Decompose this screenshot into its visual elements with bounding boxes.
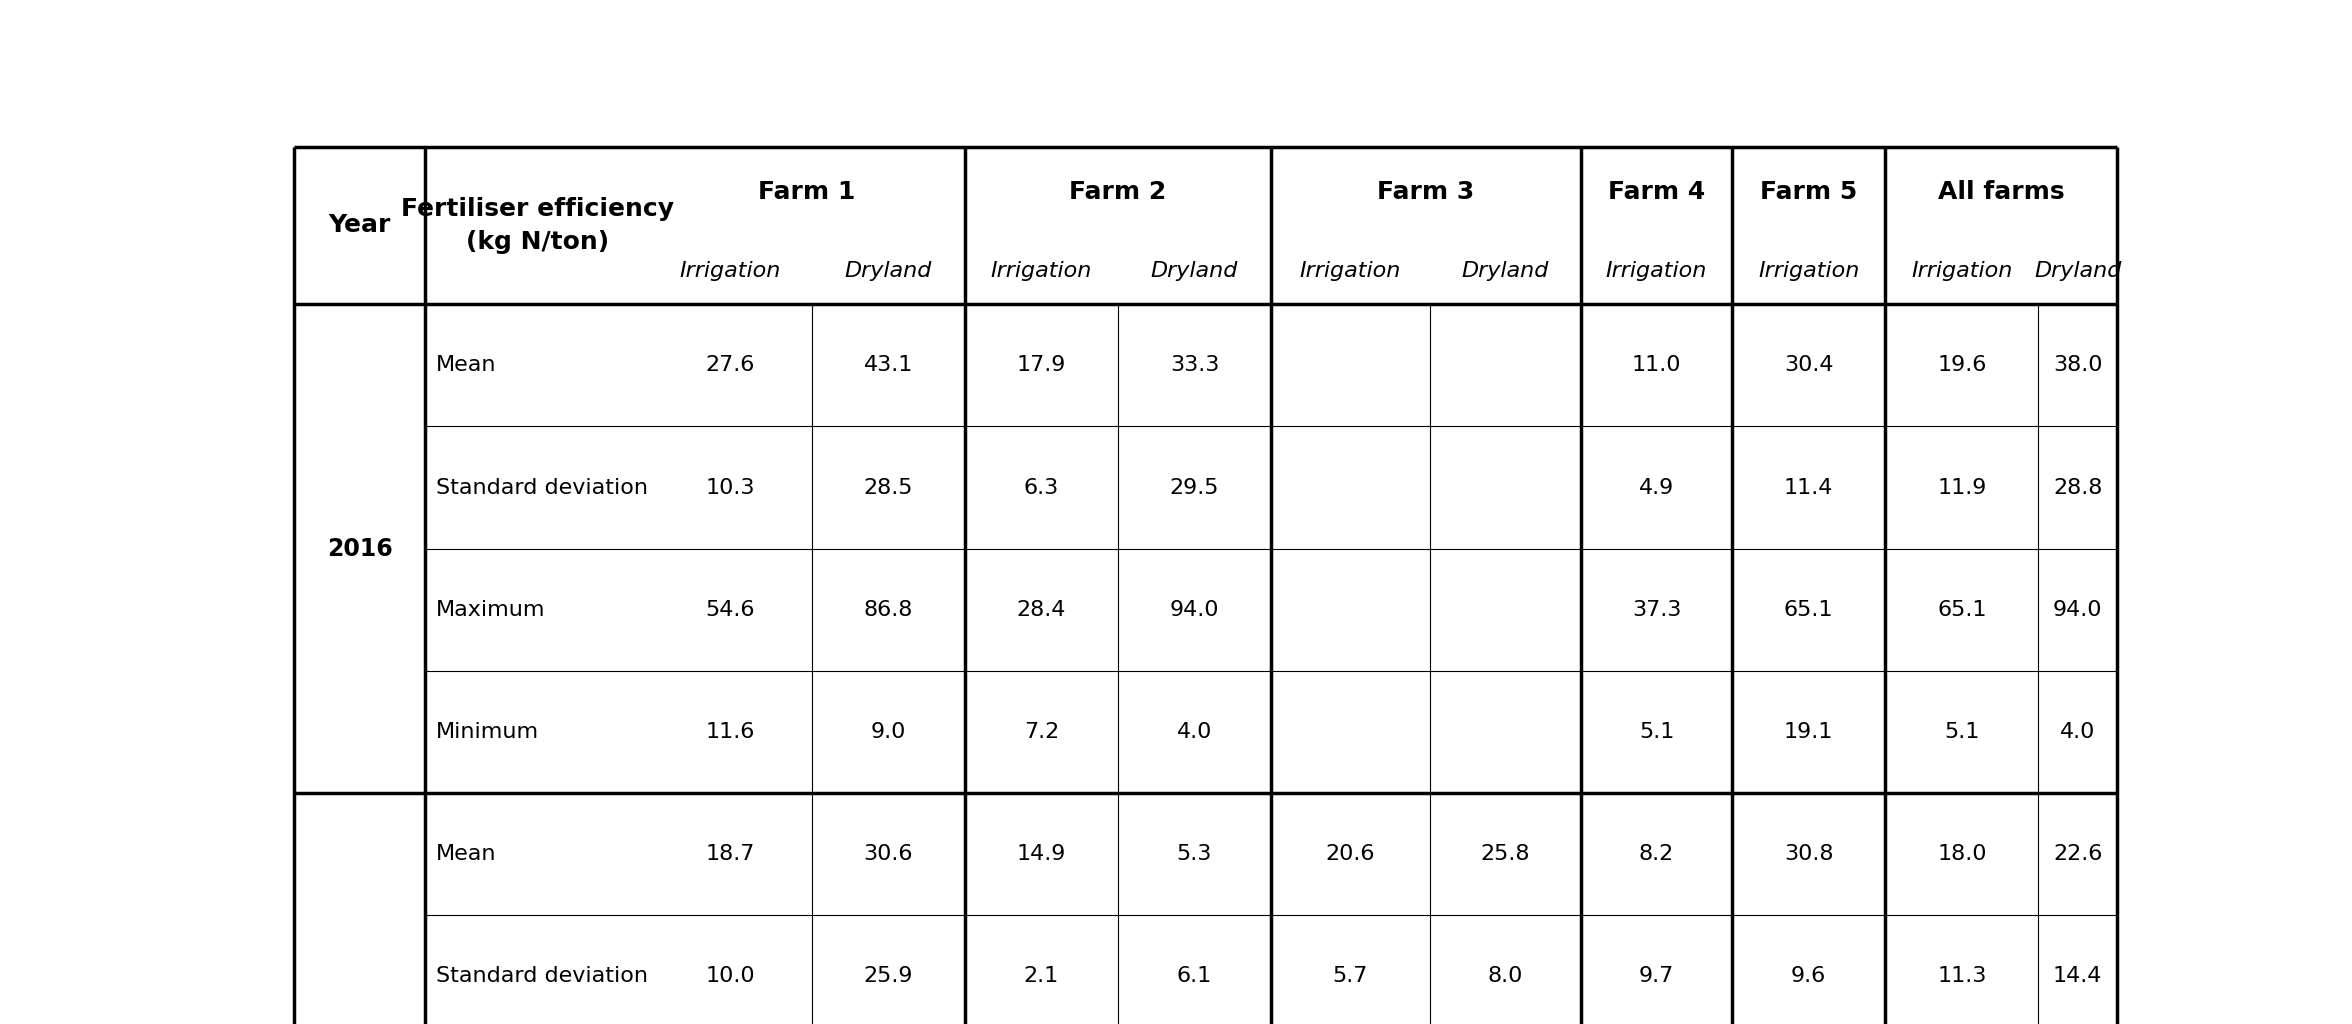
Text: 30.8: 30.8 — [1785, 844, 1835, 864]
Text: 19.1: 19.1 — [1785, 722, 1835, 742]
Text: 19.6: 19.6 — [1938, 355, 1987, 376]
Text: Year: Year — [329, 213, 390, 238]
Text: Farm 2: Farm 2 — [1070, 180, 1167, 204]
Text: 30.6: 30.6 — [863, 844, 913, 864]
Text: 5.7: 5.7 — [1334, 967, 1369, 986]
Text: 37.3: 37.3 — [1632, 600, 1682, 620]
Text: 86.8: 86.8 — [863, 600, 913, 620]
Text: Irrigation: Irrigation — [1757, 261, 1860, 281]
Text: 17.9: 17.9 — [1016, 355, 1065, 376]
Text: 18.0: 18.0 — [1938, 844, 1987, 864]
Text: Irrigation: Irrigation — [990, 261, 1091, 281]
Text: 5.1: 5.1 — [1945, 722, 1980, 742]
Text: Farm 5: Farm 5 — [1759, 180, 1858, 204]
Text: 9.6: 9.6 — [1792, 967, 1828, 986]
Text: 65.1: 65.1 — [1938, 600, 1987, 620]
Text: 33.3: 33.3 — [1169, 355, 1218, 376]
Text: Farm 4: Farm 4 — [1609, 180, 1705, 204]
Text: 10.3: 10.3 — [706, 477, 755, 498]
Text: Farm 3: Farm 3 — [1378, 180, 1475, 204]
Text: Standard deviation: Standard deviation — [435, 967, 649, 986]
Text: 11.6: 11.6 — [706, 722, 755, 742]
Text: 43.1: 43.1 — [863, 355, 913, 376]
Text: 22.6: 22.6 — [2053, 844, 2103, 864]
Text: 11.3: 11.3 — [1938, 967, 1987, 986]
Text: 29.5: 29.5 — [1169, 477, 1218, 498]
Text: 14.4: 14.4 — [2053, 967, 2103, 986]
Text: 25.9: 25.9 — [863, 967, 913, 986]
Text: Dryland: Dryland — [844, 261, 931, 281]
Text: 30.4: 30.4 — [1785, 355, 1835, 376]
Text: 94.0: 94.0 — [2053, 600, 2103, 620]
Text: 94.0: 94.0 — [1169, 600, 1218, 620]
Text: 4.0: 4.0 — [2060, 722, 2096, 742]
Text: 38.0: 38.0 — [2053, 355, 2103, 376]
Text: Maximum: Maximum — [435, 600, 546, 620]
Text: 5.1: 5.1 — [1639, 722, 1675, 742]
Text: Irrigation: Irrigation — [680, 261, 781, 281]
Text: 5.3: 5.3 — [1176, 844, 1211, 864]
Text: 11.9: 11.9 — [1938, 477, 1987, 498]
Text: 28.5: 28.5 — [863, 477, 913, 498]
Text: 11.0: 11.0 — [1632, 355, 1682, 376]
Text: 4.9: 4.9 — [1639, 477, 1675, 498]
Text: Mean: Mean — [435, 844, 496, 864]
Text: 25.8: 25.8 — [1479, 844, 1531, 864]
Text: 20.6: 20.6 — [1327, 844, 1376, 864]
Text: 9.0: 9.0 — [870, 722, 906, 742]
Text: Standard deviation: Standard deviation — [435, 477, 649, 498]
Text: 4.0: 4.0 — [1176, 722, 1211, 742]
Text: 28.4: 28.4 — [1016, 600, 1065, 620]
Text: Minimum: Minimum — [435, 722, 539, 742]
Text: 65.1: 65.1 — [1785, 600, 1835, 620]
Text: 10.0: 10.0 — [706, 967, 755, 986]
Text: 2016: 2016 — [327, 537, 393, 561]
Text: 54.6: 54.6 — [706, 600, 755, 620]
Text: Fertiliser efficiency
(kg N/ton): Fertiliser efficiency (kg N/ton) — [400, 197, 673, 254]
Text: 7.2: 7.2 — [1023, 722, 1058, 742]
Text: 8.2: 8.2 — [1639, 844, 1675, 864]
Text: 11.4: 11.4 — [1785, 477, 1835, 498]
Text: 6.3: 6.3 — [1023, 477, 1058, 498]
Text: 2.1: 2.1 — [1023, 967, 1058, 986]
Text: Mean: Mean — [435, 355, 496, 376]
Text: 28.8: 28.8 — [2053, 477, 2103, 498]
Text: Irrigation: Irrigation — [1606, 261, 1708, 281]
Text: 9.7: 9.7 — [1639, 967, 1675, 986]
Text: All farms: All farms — [1938, 180, 2065, 204]
Text: 18.7: 18.7 — [706, 844, 755, 864]
Text: 6.1: 6.1 — [1176, 967, 1211, 986]
Text: Dryland: Dryland — [1150, 261, 1237, 281]
Text: 8.0: 8.0 — [1486, 967, 1524, 986]
Text: Irrigation: Irrigation — [1301, 261, 1402, 281]
Text: Irrigation: Irrigation — [1912, 261, 2013, 281]
Text: Dryland: Dryland — [2034, 261, 2122, 281]
Text: Dryland: Dryland — [1461, 261, 1550, 281]
Text: 14.9: 14.9 — [1016, 844, 1065, 864]
Text: Farm 1: Farm 1 — [757, 180, 856, 204]
Text: 27.6: 27.6 — [706, 355, 755, 376]
